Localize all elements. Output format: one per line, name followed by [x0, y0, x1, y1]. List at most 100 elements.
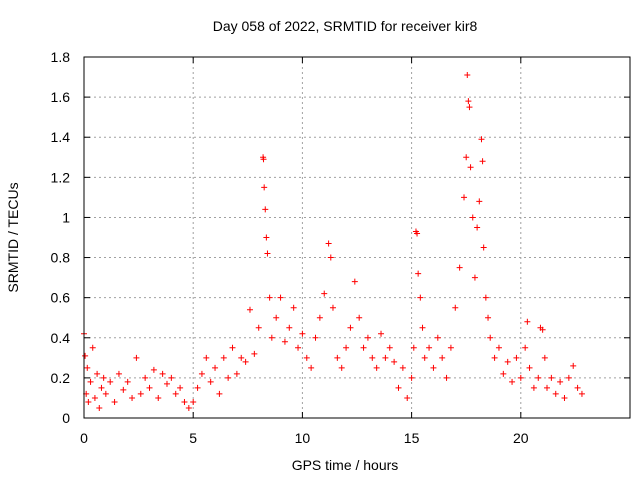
data-point [268, 334, 275, 341]
data-point [129, 394, 136, 401]
data-point [480, 244, 487, 251]
data-point [198, 370, 205, 377]
data-point [522, 344, 529, 351]
data-point [386, 344, 393, 351]
data-point [343, 344, 350, 351]
data-point [504, 358, 511, 365]
x-tick-label: 0 [80, 430, 88, 446]
data-point [242, 358, 249, 365]
data-point [541, 354, 548, 361]
data-point [364, 334, 371, 341]
data-point [238, 354, 245, 361]
data-point [478, 136, 485, 143]
data-point [277, 294, 284, 301]
data-point [539, 326, 546, 333]
data-point [120, 386, 127, 393]
data-point [369, 354, 376, 361]
data-point [495, 344, 502, 351]
data-points [81, 72, 585, 411]
data-point [266, 294, 273, 301]
data-point [185, 404, 192, 411]
y-tick-labels: 0 0.2 0.4 0.6 0.8 1 1.2 1.4 1.6 1.8 [51, 49, 71, 426]
data-point [273, 314, 280, 321]
data-point [262, 206, 269, 213]
data-point [476, 198, 483, 205]
data-point [408, 374, 415, 381]
data-point [351, 278, 358, 285]
data-point [107, 378, 114, 385]
y-tick-label: 0.2 [51, 370, 71, 386]
data-point [299, 330, 306, 337]
data-point [137, 390, 144, 397]
data-point [91, 394, 98, 401]
data-point [479, 158, 486, 165]
data-point [443, 374, 450, 381]
data-point [229, 344, 236, 351]
data-point [552, 390, 559, 397]
data-point [544, 384, 551, 391]
data-point [570, 362, 577, 369]
data-point [163, 380, 170, 387]
data-point [181, 398, 188, 405]
data-point [561, 394, 568, 401]
data-point [410, 344, 417, 351]
x-tick-label: 20 [513, 430, 529, 446]
y-tick-label: 1 [62, 209, 70, 225]
data-point [87, 378, 94, 385]
data-point [308, 364, 315, 371]
data-point [290, 304, 297, 311]
data-point [419, 324, 426, 331]
data-point [426, 344, 433, 351]
data-point [216, 390, 223, 397]
data-point [491, 354, 498, 361]
y-tick-label: 0.8 [51, 250, 71, 266]
data-point [360, 344, 367, 351]
x-tick-label: 10 [295, 430, 311, 446]
data-point [466, 104, 473, 111]
data-point [526, 364, 533, 371]
data-point [142, 374, 149, 381]
data-point [356, 314, 363, 321]
data-point [382, 354, 389, 361]
data-point [111, 398, 118, 405]
data-point [124, 378, 131, 385]
data-point [391, 358, 398, 365]
data-point [414, 230, 421, 237]
y-tick-label: 0.6 [51, 290, 71, 306]
data-point [471, 274, 478, 281]
data-point [190, 398, 197, 405]
data-point [82, 352, 89, 359]
data-point [500, 370, 507, 377]
x-tick-labels: 0 5 10 15 20 [80, 430, 529, 446]
data-point [399, 364, 406, 371]
data-point [207, 378, 214, 385]
y-tick-label: 1.8 [51, 49, 71, 65]
data-point [456, 264, 463, 271]
data-point [168, 374, 175, 381]
data-point [474, 224, 481, 231]
data-point [100, 374, 107, 381]
x-axis-label: GPS time / hours [292, 457, 399, 473]
data-point [316, 314, 323, 321]
data-point [565, 374, 572, 381]
data-point [487, 334, 494, 341]
data-point [94, 370, 101, 377]
data-point [194, 384, 201, 391]
data-point [434, 334, 441, 341]
data-point [329, 304, 336, 311]
data-point [286, 324, 293, 331]
data-point [464, 72, 471, 79]
data-point [334, 354, 341, 361]
data-point [261, 184, 268, 191]
data-point [513, 354, 520, 361]
data-point [395, 384, 402, 391]
data-point [469, 214, 476, 221]
y-tick-label: 0.4 [51, 330, 71, 346]
data-point [89, 344, 96, 351]
data-point [347, 324, 354, 331]
data-point [467, 164, 474, 171]
data-point [415, 270, 422, 277]
data-point [421, 354, 428, 361]
